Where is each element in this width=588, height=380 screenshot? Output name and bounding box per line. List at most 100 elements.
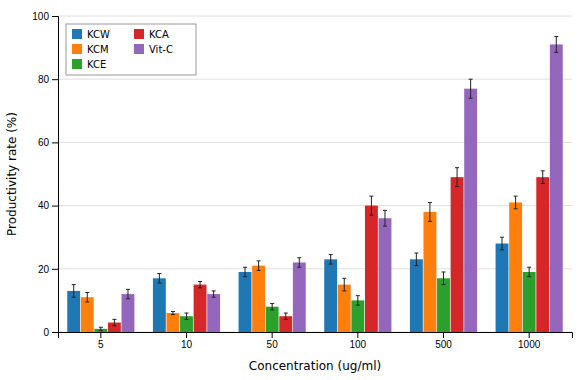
error-bar xyxy=(112,319,116,325)
bar xyxy=(122,294,135,332)
x-tick-label: 100 xyxy=(349,339,366,350)
grid-line xyxy=(58,79,572,80)
bar xyxy=(194,285,207,332)
y-tick: 40 xyxy=(38,200,58,211)
legend-item: KCE xyxy=(72,59,106,70)
error-bar xyxy=(243,267,247,276)
error-bar xyxy=(428,202,432,221)
error-bar xyxy=(383,210,387,226)
error-bar xyxy=(171,311,175,314)
y-axis: 0 20 40 60 80 100 xyxy=(32,11,58,338)
plot: 5 10 50 100 500 1000 0 20 40 60 80 100 KCW KCM KCE KCA V… xyxy=(32,11,572,350)
x-tick: 10 xyxy=(181,332,193,350)
x-tick: 100 xyxy=(349,332,366,350)
y-tick-mark xyxy=(52,269,58,270)
x-tick-mark xyxy=(443,332,444,338)
error-bar xyxy=(270,304,274,310)
error-bar xyxy=(157,274,161,283)
legend-item: Vit-C xyxy=(134,44,173,55)
y-tick: 80 xyxy=(38,74,58,85)
x-tick-label: 10 xyxy=(181,339,193,350)
legend: KCW KCM KCE KCA Vit-C xyxy=(66,24,196,75)
error-bar xyxy=(554,37,558,53)
chart: 5 10 50 100 500 1000 0 20 40 60 80 100 KCW KCM KCE KCA V… xyxy=(0,0,588,380)
bar xyxy=(509,202,522,332)
y-tick-mark xyxy=(52,206,58,207)
error-bar xyxy=(500,237,504,250)
bar xyxy=(239,272,252,332)
x-tick: 500 xyxy=(435,332,452,350)
y-tick-label: 60 xyxy=(38,137,50,148)
x-axis-line xyxy=(59,333,573,339)
bar xyxy=(365,206,378,332)
grid xyxy=(58,16,572,332)
x-tick-mark xyxy=(529,332,530,338)
legend-swatch xyxy=(72,59,82,69)
y-tick: 60 xyxy=(38,137,58,148)
bar xyxy=(536,177,549,332)
error-bar xyxy=(257,261,261,270)
marks xyxy=(67,37,563,332)
bar xyxy=(496,244,509,332)
error-bar xyxy=(342,278,346,291)
error-bar xyxy=(469,79,473,98)
series xyxy=(108,168,549,332)
y-tick-label: 40 xyxy=(38,200,50,211)
legend-swatch xyxy=(72,29,82,39)
error-bar xyxy=(514,196,518,209)
x-tick-mark xyxy=(272,332,273,338)
x-tick-label: 500 xyxy=(435,339,452,350)
legend-item: KCM xyxy=(72,44,109,55)
error-bar xyxy=(329,255,333,264)
y-tick-mark xyxy=(52,332,58,333)
series xyxy=(122,37,563,332)
y-tick-label: 20 xyxy=(38,264,50,275)
x-tick-label: 5 xyxy=(98,339,104,350)
x-tick: 1000 xyxy=(518,332,541,350)
error-bar xyxy=(284,313,288,319)
error-bar xyxy=(185,313,189,319)
bar xyxy=(153,278,166,332)
bar xyxy=(166,313,179,332)
x-tick-label: 50 xyxy=(267,339,279,350)
y-tick: 100 xyxy=(32,11,58,22)
y-tick-mark xyxy=(52,79,58,80)
error-bar xyxy=(85,293,89,302)
legend-label: Vit-C xyxy=(149,44,173,55)
error-bar xyxy=(442,272,446,285)
legend-item: KCW xyxy=(72,29,110,40)
y-axis-line xyxy=(52,17,59,333)
x-tick-mark xyxy=(100,332,101,338)
legend-swatch xyxy=(134,44,144,54)
grid-line xyxy=(58,205,572,206)
y-axis-title: Productivity rate (%) xyxy=(5,112,19,236)
x-axis-title: Concentration (ug/ml) xyxy=(249,359,381,373)
error-bar xyxy=(356,296,360,305)
bar xyxy=(410,259,423,332)
y-tick: 0 xyxy=(43,327,58,338)
bar xyxy=(379,218,392,332)
legend-box xyxy=(66,24,196,75)
bar xyxy=(523,272,536,332)
legend-label: KCM xyxy=(87,44,109,55)
bar xyxy=(437,278,450,332)
legend-swatch xyxy=(134,29,144,39)
grid-line xyxy=(58,142,572,143)
legend-swatch xyxy=(72,44,82,54)
legend-label: KCA xyxy=(149,29,169,40)
error-bar xyxy=(414,253,418,266)
error-bar xyxy=(99,327,103,330)
x-tick-mark xyxy=(357,332,358,338)
x-tick: 50 xyxy=(267,332,279,350)
x-tick: 5 xyxy=(98,332,104,350)
y-tick-label: 100 xyxy=(32,11,49,22)
series xyxy=(67,237,508,332)
error-bar xyxy=(541,171,545,184)
legend-label: KCW xyxy=(87,29,110,40)
y-tick-label: 0 xyxy=(43,327,49,338)
error-bar xyxy=(212,291,216,297)
grid-line xyxy=(58,268,572,269)
error-bar xyxy=(198,281,202,287)
bar xyxy=(550,44,563,332)
bar xyxy=(464,89,477,332)
